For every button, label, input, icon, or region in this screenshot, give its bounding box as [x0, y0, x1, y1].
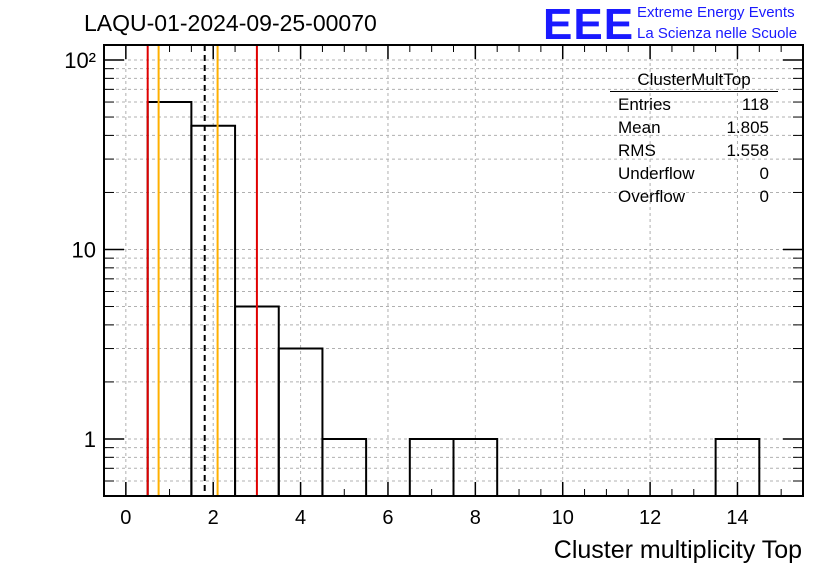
stats-value: 118: [741, 95, 769, 114]
x-tick-label: 10: [552, 507, 574, 529]
logo-line-2: La Scienza nelle Scuole: [637, 25, 798, 42]
stats-label: Overflow: [618, 187, 686, 206]
stats-value: 1.805: [726, 118, 769, 137]
stats-title: ClusterMultTop: [610, 70, 778, 92]
histogram-bin: [146, 101, 193, 496]
axis-ticks: [103, 45, 804, 497]
logo-text: EEE: [543, 0, 635, 49]
x-tick-label: 4: [295, 507, 306, 529]
stats-label: Mean: [618, 118, 661, 137]
stats-row-overflow: Overflow 0: [610, 185, 778, 208]
stats-box: ClusterMultTop Entries 118 Mean 1.805 RM…: [610, 70, 778, 208]
logo-line-1: Extreme Energy Events: [637, 4, 795, 21]
x-tick-label: 14: [726, 507, 748, 529]
stats-label: Underflow: [618, 164, 695, 183]
stats-value: 1.558: [726, 141, 769, 160]
y-tick-label: 1: [84, 427, 96, 452]
stats-label: Entries: [618, 95, 671, 114]
histogram-bin: [321, 437, 368, 496]
stats-label: RMS: [618, 141, 656, 160]
x-axis-label: Cluster multiplicity Top: [553, 536, 802, 564]
x-tick-label: 12: [639, 507, 661, 529]
stats-value: 0: [759, 187, 769, 206]
x-tick-label: 2: [208, 507, 219, 529]
histogram-bin: [714, 437, 761, 496]
y-tick-label: 10: [72, 237, 96, 262]
tick-labels: 0 2 4 6 8 10 12 14 1 10 10²: [64, 48, 748, 529]
chart-title: LAQU-01-2024-09-25-00070: [84, 10, 377, 36]
x-tick-label: 6: [382, 507, 393, 529]
y-tick-label: 10²: [64, 48, 96, 73]
stats-row-rms: RMS 1.558: [610, 139, 778, 162]
x-tick-label: 8: [470, 507, 481, 529]
stats-row-entries: Entries 118: [610, 93, 778, 116]
histogram-bin: [277, 347, 324, 496]
stats-row-mean: Mean 1.805: [610, 116, 778, 139]
histogram-bin: [452, 437, 499, 496]
x-tick-label: 0: [120, 507, 131, 529]
stats-row-underflow: Underflow 0: [610, 162, 778, 185]
plot-frame: [103, 44, 804, 497]
grid-lines: [104, 45, 803, 497]
stats-value: 0: [759, 164, 769, 183]
marker-lines: [146, 45, 258, 496]
